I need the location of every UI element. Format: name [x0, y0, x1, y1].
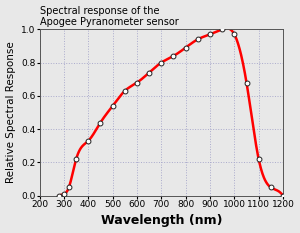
X-axis label: Wavelength (nm): Wavelength (nm)	[100, 214, 222, 227]
Text: Spectral response of the
Apogee Pyranometer sensor: Spectral response of the Apogee Pyranome…	[40, 6, 178, 27]
Y-axis label: Relative Spectral Response: Relative Spectral Response	[6, 42, 16, 183]
